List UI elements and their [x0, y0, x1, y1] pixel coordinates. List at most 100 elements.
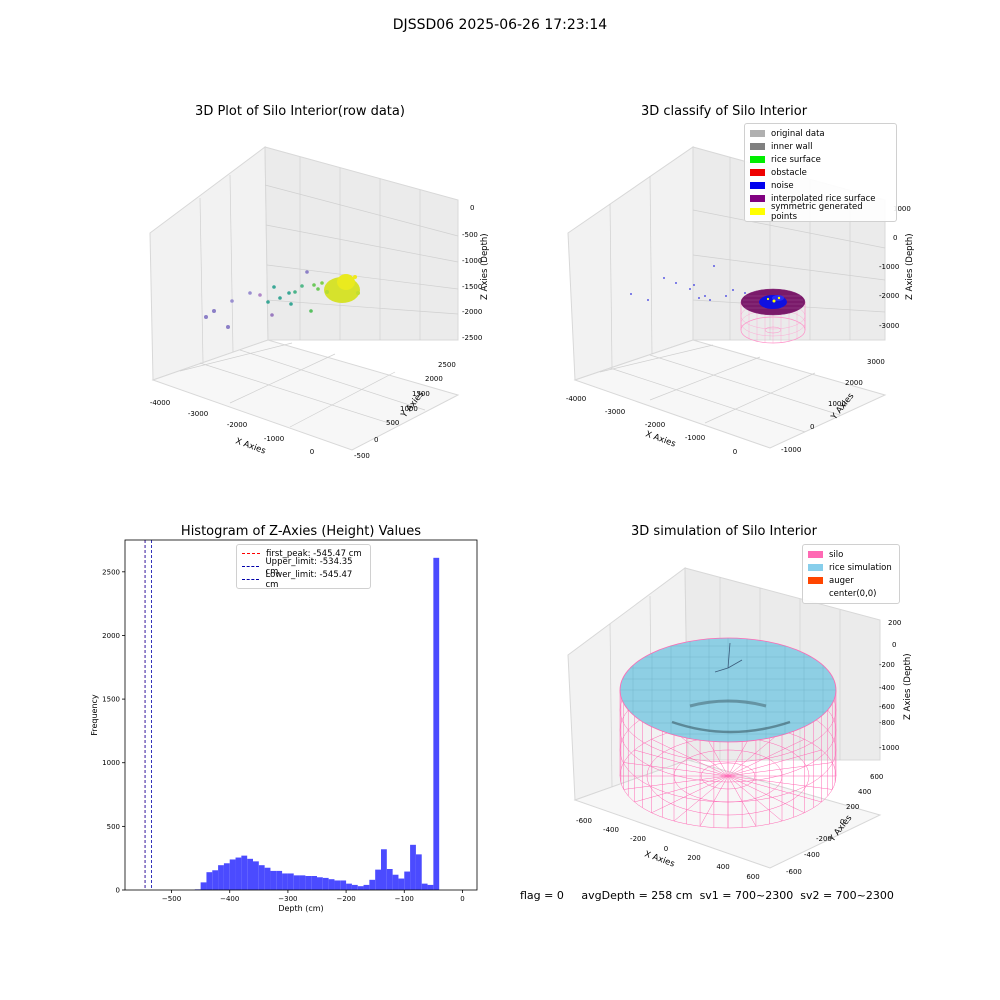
histogram-y-ticks: 0 500 1000 1500 2000 2500: [102, 568, 125, 895]
panel-br-title: 3D simulation of Silo Interior: [631, 524, 817, 539]
histogram-bar: [212, 870, 219, 890]
histogram-y-tick-label: 2000: [102, 632, 120, 640]
panel-tr-z-tick: -3000: [879, 322, 899, 330]
histogram-bar: [351, 884, 358, 890]
legend-label: symmetric generated points: [770, 201, 863, 222]
panel-br-z-tick: 0: [892, 641, 896, 649]
panel-tr-legend: original data inner wall rice surface ob…: [744, 123, 897, 222]
legend-label: Lower_limit: -545.47 cm: [265, 569, 353, 590]
histogram-bar: [386, 869, 393, 890]
panel-br-rice-surface: [619, 637, 837, 743]
legend-item: Upper_limit: -534.35 cm: [242, 557, 365, 577]
histogram-bar: [340, 880, 347, 890]
panel-tl-z-tick: 0: [470, 204, 474, 212]
histogram-title: Histogram of Z-Axies (Height) Values: [180, 524, 422, 539]
panel-br-x-tick: 200: [687, 854, 700, 862]
panel-tl-x-tick: -1000: [264, 435, 284, 443]
histogram-bar: [200, 882, 207, 890]
histogram-frame: [124, 539, 478, 891]
panel-tl-y-tick: 1000: [400, 405, 418, 413]
panel-tl-y-tick: -500: [354, 452, 370, 460]
status-footer: flag = 0 avgDepth = 258 cm sv1 = 700~230…: [520, 889, 894, 902]
histogram-bar: [392, 874, 399, 890]
histogram-bar: [258, 865, 265, 890]
histogram-bar: [253, 861, 259, 890]
histogram-bar: [410, 844, 416, 890]
histogram-bar: [293, 875, 300, 890]
panel-tl-y-tick: 0: [374, 436, 378, 444]
legend-item: first_peak: -545.47 cm: [242, 547, 365, 560]
histogram-bar: [241, 855, 248, 890]
histogram-bar: [218, 865, 224, 890]
panel-br-zlabel: Z Axies (Depth): [903, 653, 913, 720]
histogram-bars: [194, 557, 440, 890]
legend-item: rice surface: [750, 153, 891, 166]
histogram-legend: first_peak: -545.47 cm Upper_limit: -534…: [236, 544, 371, 590]
legend-label: center(0,0): [829, 588, 877, 599]
histogram-bar: [357, 886, 364, 890]
histogram-y-tick-label: 0: [116, 887, 120, 895]
panel-br-x-tick: -400: [603, 826, 619, 834]
panel-tr-zlabel: Z Axies (Depth): [905, 233, 915, 300]
legend-item: noise: [750, 179, 891, 192]
histogram-bar: [299, 875, 306, 890]
histogram-x-tick-label: −200: [336, 895, 355, 903]
panel-br-y-tick: -400: [804, 851, 820, 859]
panel-tl-floor-pane: [151, 339, 460, 451]
panel-br-x-tick: -200: [630, 835, 646, 843]
legend-item: inner wall: [750, 140, 891, 153]
histogram-bar: [229, 859, 236, 890]
panel-br-x-tick: -600: [576, 817, 592, 825]
legend-label: interpolated rice surface: [771, 193, 876, 204]
panel-tl-x-tick: 0: [310, 448, 314, 456]
panel-tr-y-tick: 0: [810, 423, 814, 431]
panel-tr-y-tick: -1000: [781, 446, 801, 454]
histogram-y-tick-label: 1000: [102, 759, 120, 767]
panel-br-y-tick: 0: [840, 818, 844, 826]
histogram-bar: [317, 877, 323, 890]
legend-item: symmetric generated points: [750, 202, 891, 222]
histogram-y-tick-label: 2500: [102, 568, 120, 576]
flag-text: flag = 0: [520, 889, 564, 902]
panel-tr-y-tick: 2000: [845, 379, 863, 387]
panel-br-x-tick: 0: [664, 845, 668, 853]
histogram-bar: [282, 873, 288, 890]
legend-label: first_peak: -545.47 cm: [266, 548, 362, 559]
histogram-bar: [363, 884, 370, 890]
histogram-bar: [381, 849, 387, 890]
panel-tr-x-tick: -3000: [605, 408, 625, 416]
panel-tl-y-tick: 2000: [425, 375, 443, 383]
panel-br-y-tick: 600: [870, 773, 883, 781]
panel-tl-y-tick: 1500: [412, 390, 430, 398]
histogram-bar: [398, 878, 405, 890]
panel-tr-y-tick: 3000: [867, 358, 885, 366]
histogram-x-tick-label: −300: [278, 895, 297, 903]
legend-label: noise: [771, 180, 794, 191]
histogram-bar: [287, 873, 294, 890]
legend-label: auger: [829, 575, 854, 586]
panel-br-x-tick: 600: [746, 873, 759, 881]
histogram-bar: [270, 870, 277, 890]
figure-title: DJSSD06 2025-06-26 17:23:14: [392, 17, 608, 33]
histogram-bar: [346, 883, 352, 890]
histogram-y-tick-label: 500: [107, 823, 120, 831]
panel-tl-z-tick: -2000: [462, 308, 482, 316]
legend-swatch: [750, 169, 765, 176]
panel-br-z-tick: -600: [879, 703, 895, 711]
histogram-ylabel: Frequency: [90, 694, 99, 736]
legend-swatch: [750, 143, 765, 150]
legend-swatch: [750, 156, 765, 163]
panel-br-y-tick: 400: [858, 788, 871, 796]
panel-tl-y-tick: 500: [386, 419, 399, 427]
panel-tr-z-tick: 1000: [893, 205, 911, 213]
sv1-text: sv1 = 700~2300: [699, 889, 794, 902]
legend-label: rice surface: [771, 154, 821, 165]
histogram-vlines: [144, 540, 152, 890]
panel-tr-x-tick: -2000: [645, 421, 665, 429]
panel-tr-silo-cylinder: [740, 288, 806, 344]
panel-br-z-tick: -400: [879, 684, 895, 692]
legend-swatch: [750, 182, 765, 189]
histogram-y-tick-label: 1500: [102, 696, 120, 704]
